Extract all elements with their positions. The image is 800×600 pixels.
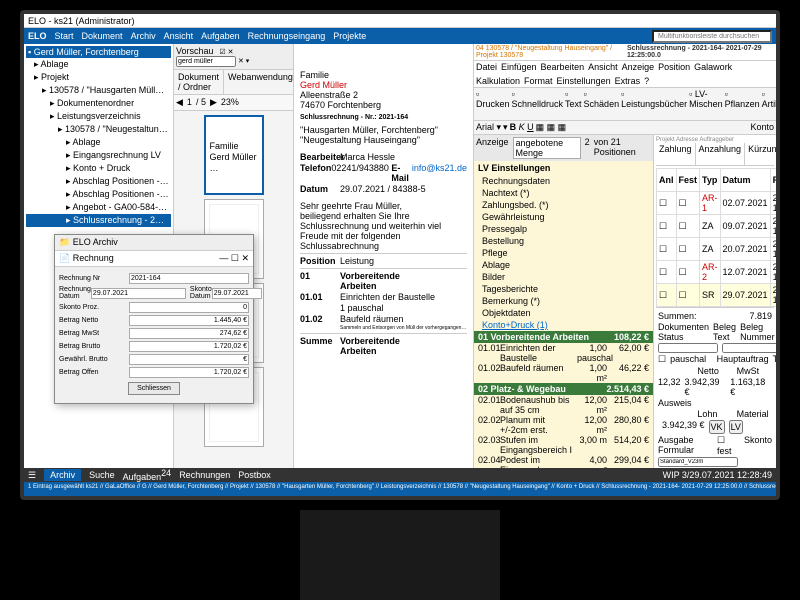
rechnung-field[interactable]	[129, 354, 249, 365]
konto-table[interactable]: AnlFestTypDatumRech.NrRe.-Be☐☐AR-102.07.…	[656, 168, 776, 307]
preview-search[interactable]	[176, 56, 236, 67]
lv-button[interactable]: LV	[729, 420, 743, 434]
rechnung-field[interactable]	[129, 315, 249, 326]
tab-postbox[interactable]: Postbox	[238, 470, 271, 480]
rechnung-field[interactable]	[129, 328, 249, 339]
rmenu-item[interactable]: Extras	[615, 76, 641, 86]
tab-rechnungen[interactable]: Rechnungen	[179, 470, 230, 480]
rtool-item[interactable]: ▫ Schnelldruck	[512, 89, 564, 119]
tab-dokument[interactable]: Dokument / Ordner	[174, 70, 224, 94]
main-menubar: ELO Start Dokument Archiv Ansicht Aufgab…	[24, 28, 776, 44]
rechnung-field[interactable]	[129, 302, 249, 313]
tab-anzahlung[interactable]: Anzahlung	[696, 143, 746, 165]
rmenu-item[interactable]: Anzeige	[622, 62, 655, 72]
tree-item[interactable]: ▸ Leistungsverzeichnis	[26, 110, 171, 123]
rtool-item[interactable]: ▫ Artikel	[762, 89, 776, 119]
thumb-1[interactable]: FamilieGerd Müller…	[204, 115, 264, 195]
tree-item[interactable]: ▸ Angebot - GA00-584-2021-05…	[26, 201, 171, 214]
rechnung-field[interactable]	[129, 341, 249, 352]
statusbar: 1 Eintrag ausgewählt ks21 // GaLaOffice …	[24, 482, 776, 496]
rtool-item[interactable]: ▫ Drucken	[476, 89, 510, 119]
app-logo: ELO	[28, 31, 47, 41]
rechnung-field[interactable]	[91, 288, 186, 299]
rmenu-item[interactable]: Galawork	[694, 62, 732, 72]
menu-aufgaben[interactable]: Aufgaben	[201, 31, 240, 41]
schliessen-button[interactable]: Schliessen	[128, 382, 180, 395]
document-view: Familie Gerd Müller Alleenstraße 2 74670…	[294, 44, 474, 482]
minimize-icon[interactable]: —	[219, 253, 228, 263]
window-titlebar: ELO - ks21 (Administrator)	[24, 14, 776, 28]
preview-toolbar: ◀ 1 / 5 ▶ 23%	[174, 95, 293, 111]
rtool-item[interactable]: ▫ Leistungsbücher	[621, 89, 687, 119]
rmenu-item[interactable]: Ansicht	[588, 62, 618, 72]
rtool-item[interactable]: ▫ Pflanzen	[725, 89, 760, 119]
rmenu-item[interactable]: Einfügen	[501, 62, 537, 72]
rmenu-item[interactable]: Kalkulation	[476, 76, 520, 86]
tab-zahlung[interactable]: Zahlung	[656, 143, 696, 165]
lv-panel[interactable]: Anzeigeangebotene Menge2von 21 Positione…	[474, 135, 654, 482]
rtool-item[interactable]: ▫ LV-Mischen	[689, 89, 723, 119]
tree-item[interactable]: ▸ Konto + Druck	[26, 162, 171, 175]
dok-status-input[interactable]	[658, 343, 718, 353]
rtool-item[interactable]: ▫ Schäden	[584, 89, 620, 119]
ribbon-search[interactable]	[652, 30, 772, 43]
rmenu-item[interactable]: Format	[524, 76, 553, 86]
tab-kuerzung[interactable]: Kürzung	[745, 143, 776, 165]
tree-item[interactable]: ▸ Ablage	[26, 58, 171, 71]
menu-projekte[interactable]: Projekte	[333, 31, 366, 41]
tree-item[interactable]: ▸ Ablage	[26, 136, 171, 149]
page-prev-icon[interactable]: ◀	[176, 97, 183, 108]
menu-dokument[interactable]: Dokument	[82, 31, 123, 41]
menu-ansicht[interactable]: Ansicht	[164, 31, 194, 41]
tree-item[interactable]: ▪ Gerd Müller, Forchtenberg	[26, 46, 171, 58]
menu-icon[interactable]: ☰	[28, 470, 36, 481]
formular-select[interactable]	[658, 457, 738, 467]
tab-aufgaben[interactable]: Aufgaben24	[123, 468, 172, 482]
close-icon[interactable]: ✕	[241, 253, 249, 263]
maximize-icon[interactable]: ☐	[231, 253, 239, 263]
rmenu-item[interactable]: Position	[658, 62, 690, 72]
tree-item[interactable]: ▸ Schlussrechnung - 2021-164…	[26, 214, 171, 227]
tree-item[interactable]: ▸ Abschlag Positionen - 2021-1…	[26, 175, 171, 188]
menu-rechnung[interactable]: Rechnungseingang	[248, 31, 326, 41]
tab-suche[interactable]: Suche	[89, 470, 115, 480]
rtool-item[interactable]: ▫ Text	[565, 89, 582, 119]
rechnung-field[interactable]	[129, 367, 249, 378]
page-next-icon[interactable]: ▶	[210, 97, 217, 108]
data-panel: Projekt Adresse Auftraggeber Zahlung Anz…	[654, 135, 776, 482]
rmenu-item[interactable]: Einstellungen	[557, 76, 611, 86]
tree-item[interactable]: ▸ 130578 / "Neugestaltung Hauseingang"	[26, 123, 171, 136]
rechnung-field[interactable]	[129, 273, 249, 284]
rechnung-dialog: 📁 ELO Archiv 📄 Rechnung— ☐ ✕ Rechnung Nr…	[54, 234, 254, 404]
menu-archiv[interactable]: Archiv	[131, 31, 156, 41]
tree-item[interactable]: ▸ Dokumentenordner	[26, 97, 171, 110]
vk-button[interactable]: VK	[709, 420, 725, 434]
rmenu-item[interactable]: Bearbeiten	[541, 62, 585, 72]
tab-web[interactable]: Webanwendung	[224, 70, 298, 94]
tree-item[interactable]: ▸ Projekt	[26, 71, 171, 84]
menu-start[interactable]: Start	[55, 31, 74, 41]
rmenu-item[interactable]: ?	[644, 76, 649, 86]
tree-item[interactable]: ▸ Abschlag Positionen - 2021-1…	[26, 188, 171, 201]
right-application: 04 130578 / "Neugestaltung Hauseingang" …	[474, 44, 776, 482]
tab-archiv[interactable]: Archiv	[44, 469, 81, 481]
tree-item[interactable]: ▸ 130578 / "Hausgarten Müller, Forchtenb…	[26, 84, 171, 97]
tree-item[interactable]: ▸ Eingangsrechnung LV	[26, 149, 171, 162]
beleg-text-input[interactable]	[722, 343, 776, 353]
bottom-tabbar: ☰ Archiv Suche Aufgaben24 Rechnungen Pos…	[24, 468, 776, 482]
rmenu-item[interactable]: Datei	[476, 62, 497, 72]
